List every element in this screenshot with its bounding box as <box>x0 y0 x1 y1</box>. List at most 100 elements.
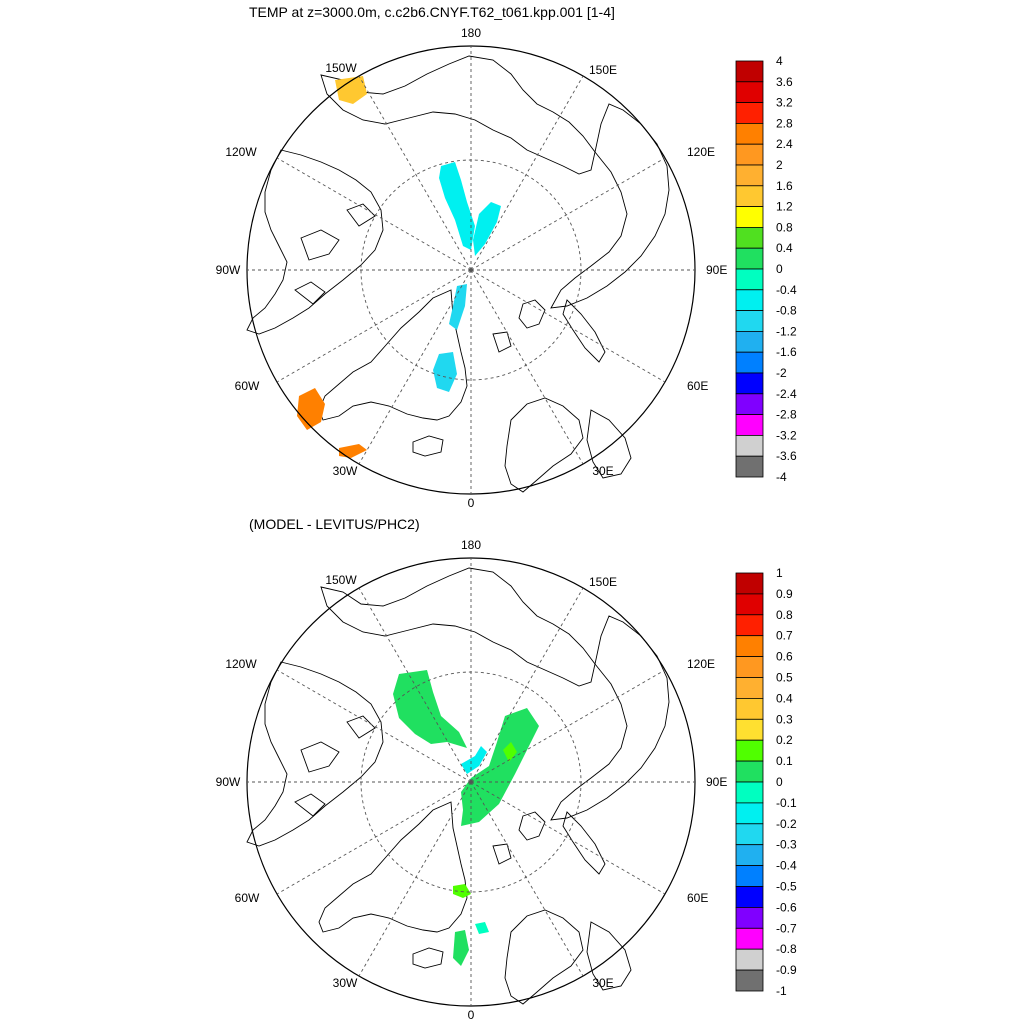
coastline <box>246 661 384 847</box>
coastline <box>504 909 584 1005</box>
coastline <box>294 793 326 817</box>
coastline <box>300 741 340 773</box>
colorbar-label: -0.6 <box>776 900 797 914</box>
colorbar-swatch <box>735 414 764 436</box>
lomonosov-ridge-patch <box>473 202 501 256</box>
colorbar-label: -0.7 <box>776 921 797 935</box>
colorbar-label: -2.4 <box>776 387 797 401</box>
colorbar-swatch <box>735 614 764 637</box>
colorbar-label: 0.1 <box>776 754 793 768</box>
longitude-label: 60W <box>235 379 260 393</box>
colorbar-label: -4 <box>776 470 787 484</box>
coastline <box>586 921 632 991</box>
colorbar-swatch <box>735 907 764 929</box>
colorbar-swatch <box>735 164 764 187</box>
labrador-patch <box>297 388 325 430</box>
coastline <box>246 149 384 335</box>
longitude-label: 180 <box>461 26 481 40</box>
colorbar-label: -2 <box>776 366 787 380</box>
colorbar-label: -0.8 <box>776 942 797 956</box>
meridian-line <box>470 269 584 465</box>
coastline <box>412 435 444 457</box>
colorbar-swatch <box>735 802 764 825</box>
top-title: TEMP at z=3000.0m, c.c2b6.CNYF.T62_t061.… <box>249 4 615 20</box>
colorbar-label: 3.6 <box>776 75 793 89</box>
colorbar-swatch <box>735 656 764 678</box>
longitude-label: 120E <box>687 145 715 159</box>
colorbar-label: 2 <box>776 158 783 172</box>
colorbar-swatch <box>735 844 764 867</box>
top-colored-regions <box>297 76 501 458</box>
fram-strait-patch <box>453 884 471 898</box>
coastline <box>412 947 444 969</box>
longitude-label: 60W <box>235 891 260 905</box>
longitude-label: 90W <box>216 263 241 277</box>
coastline <box>300 229 340 261</box>
bottom-colored-regions <box>393 670 539 966</box>
longitude-label: 90E <box>706 263 727 277</box>
fram-strait-patch <box>449 284 467 330</box>
colorbar-swatch <box>735 247 764 270</box>
colorbar-label: -0.3 <box>776 838 797 852</box>
colorbar-swatch <box>735 123 764 145</box>
top-land-outline <box>246 55 670 493</box>
colorbar-swatch <box>735 372 764 395</box>
colorbar-swatch <box>735 226 764 249</box>
colorbar-label: 0.9 <box>776 587 793 601</box>
colorbar-label: -1.6 <box>776 345 797 359</box>
coastline <box>504 397 584 493</box>
colorbar-label: 0.8 <box>776 608 793 622</box>
greenland-sea-patch <box>433 352 457 392</box>
greenland-sea-patch <box>453 930 469 966</box>
meridian-line <box>470 781 584 977</box>
bering-patch <box>335 76 367 104</box>
colorbar-swatch <box>735 81 764 104</box>
colorbar-swatch <box>735 102 764 124</box>
colorbar-swatch <box>735 572 764 595</box>
colorbar-label: 0.7 <box>776 629 793 643</box>
longitude-label: 150W <box>325 61 357 75</box>
colorbar-swatch <box>735 268 764 291</box>
colorbar-label: 2.4 <box>776 137 793 151</box>
coastline <box>320 567 596 687</box>
meridian-line <box>358 781 472 977</box>
bottom-land-outline <box>246 567 670 1005</box>
top-longitude-labels: 180 150E 120E 90E 60E 30E 0 30W 60W 90W 120W 150W <box>216 26 728 510</box>
top-colorbar: 4 3.6 3.2 2.8 2.4 2 1.6 1.2 0.8 0.4 0 -0.4 -0.8 -1.2 -… <box>735 54 797 484</box>
colorbar-label: 1 <box>776 566 783 580</box>
meridian-line <box>470 157 666 271</box>
colorbar-swatch <box>735 927 764 950</box>
bottom-panel: (MODEL - LEVITUS/PHC2) 180 150E 120E 90E 60E… <box>216 516 797 1022</box>
coastline <box>518 299 546 329</box>
colorbar-swatch <box>735 60 764 83</box>
coastline <box>562 299 606 363</box>
coastline <box>346 203 376 227</box>
coastline <box>492 331 512 353</box>
coastline <box>346 715 376 739</box>
colorbar-label: 2.8 <box>776 116 793 130</box>
bottom-graticule <box>246 557 696 1007</box>
longitude-label: 150E <box>589 63 617 77</box>
colorbar-label: 0.5 <box>776 671 793 685</box>
meridian-line <box>470 587 584 783</box>
colorbar-label: 0.6 <box>776 650 793 664</box>
coastline <box>318 289 468 421</box>
coastline <box>492 843 512 865</box>
coastline <box>294 281 326 305</box>
eurasian-basin-patch <box>461 708 539 826</box>
longitude-label: 90W <box>216 775 241 789</box>
colorbar-label: -0.1 <box>776 796 797 810</box>
colorbar-swatch <box>735 823 764 846</box>
meridian-line <box>276 157 472 271</box>
top-graticule <box>246 45 696 495</box>
longitude-label: 150W <box>325 573 357 587</box>
colorbar-swatch <box>735 760 764 783</box>
longitude-label: 180 <box>461 538 481 552</box>
colorbar-label: 0.4 <box>776 691 793 705</box>
meridian-line <box>470 669 666 783</box>
colorbar-swatch <box>735 677 764 699</box>
colorbar-label: -0.9 <box>776 963 797 977</box>
colorbar-swatch <box>735 739 764 762</box>
colorbar-label: -1.2 <box>776 324 797 338</box>
colorbar-label: 3.2 <box>776 96 793 110</box>
